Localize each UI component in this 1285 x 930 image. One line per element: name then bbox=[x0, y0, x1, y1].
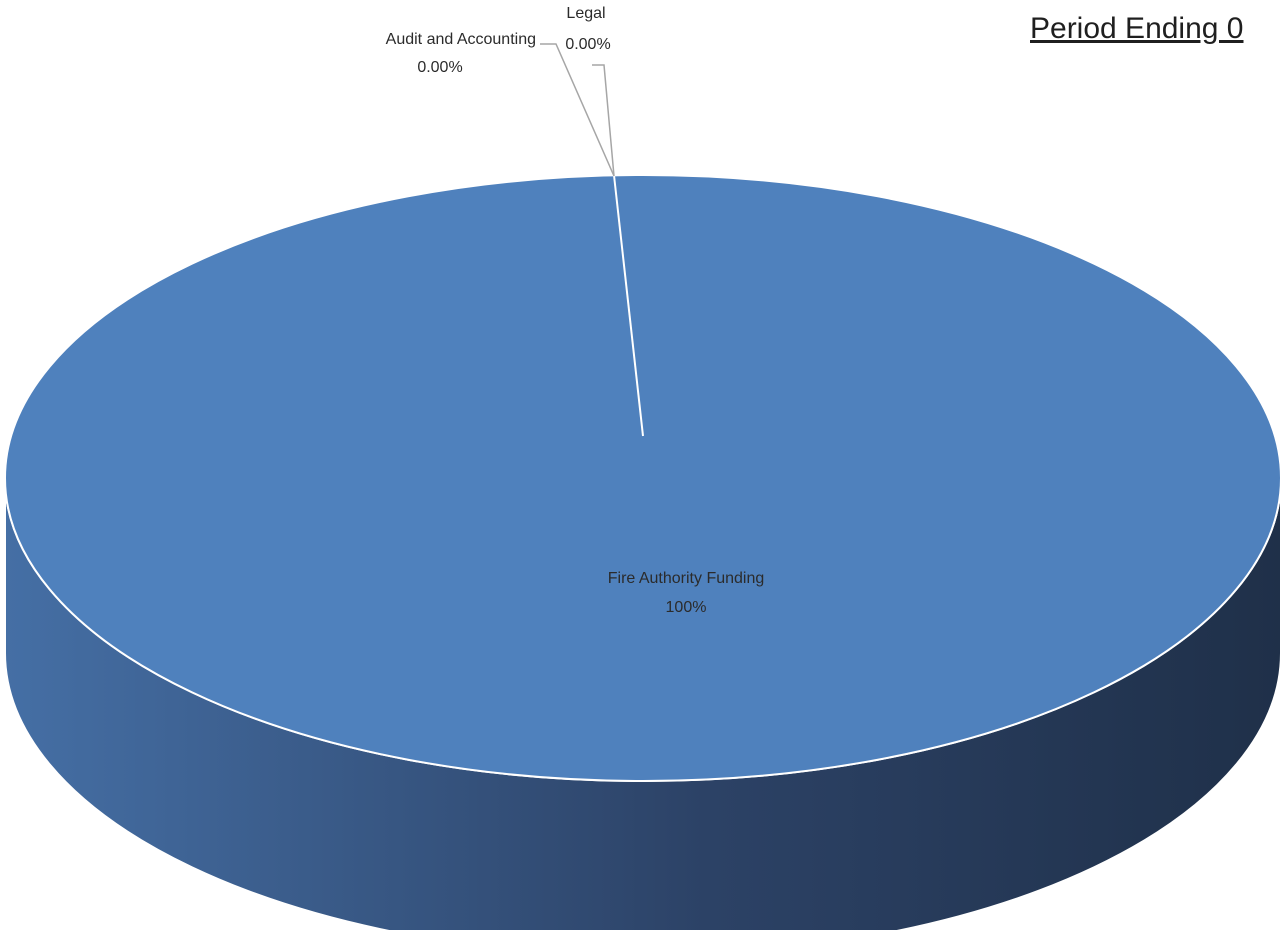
data-label-fire-authority-funding-value: 100% bbox=[666, 599, 707, 616]
data-label-legal-name: Legal bbox=[566, 5, 605, 22]
data-label-fire-authority-funding-name: Fire Authority Funding bbox=[608, 570, 765, 587]
pie-slice-separator bbox=[613, 175, 644, 437]
data-label-audit-and-accounting-value: 0.00% bbox=[417, 59, 462, 76]
pie-slice-fire-authority-funding bbox=[4, 174, 1282, 782]
data-label-audit-and-accounting-name: Audit and Accounting bbox=[386, 31, 536, 48]
chart-title: Period Ending 0 bbox=[1030, 12, 1244, 45]
leader-line-audit-and-accounting bbox=[540, 43, 615, 177]
leader-line-legal bbox=[592, 64, 615, 177]
data-label-legal-value: 0.00% bbox=[565, 36, 610, 53]
